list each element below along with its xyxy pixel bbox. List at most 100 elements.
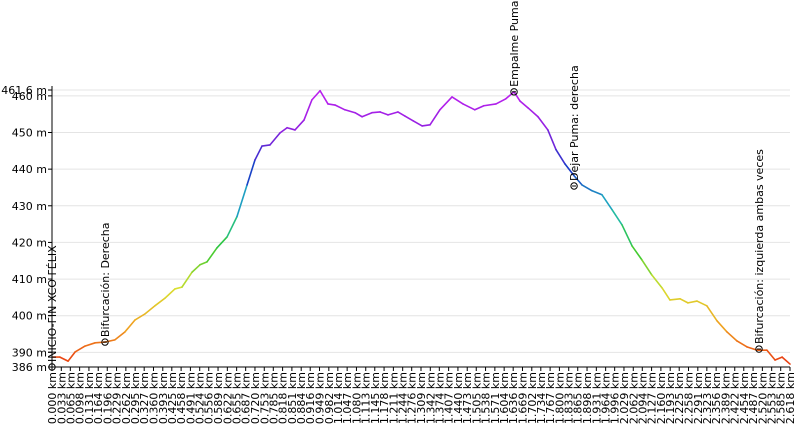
waypoint-label: Bifurcación: Derecha — [99, 223, 112, 338]
profile-segment — [261, 144, 271, 147]
profile-segment — [766, 349, 776, 361]
x-tick-label: 1.898 km — [581, 372, 594, 424]
profile-segment — [451, 96, 464, 105]
x-tick-label: 1.538 km — [480, 372, 493, 424]
x-tick-label: 2.389 km — [719, 372, 732, 424]
profile-segment — [774, 356, 783, 361]
x-tick-label: 1.636 km — [507, 372, 520, 424]
profile-segment — [303, 99, 313, 121]
x-tick-label: 0.000 km — [46, 372, 59, 424]
profile-segment — [397, 111, 406, 117]
profile-segment — [564, 163, 575, 177]
profile-segment — [371, 111, 381, 114]
x-tick-label: 2.193 km — [664, 372, 677, 424]
profile-segment — [412, 119, 423, 127]
y-tick-label: 440 m — [12, 163, 47, 176]
profile-segment — [495, 97, 507, 105]
profile-segment — [581, 184, 593, 192]
x-tick-label: 1.440 km — [452, 372, 465, 424]
y-tick-label: 420 m — [12, 236, 47, 249]
y-tick-label: 461.6 m — [1, 84, 47, 97]
x-tick-label: 0.393 km — [157, 372, 170, 424]
waypoint-marker — [48, 363, 56, 371]
x-tick-label: 2.454 km — [738, 372, 751, 424]
profile-segment — [621, 224, 633, 247]
x-tick-label: 0.491 km — [184, 372, 197, 424]
profile-segment — [379, 111, 389, 116]
profile-segment — [236, 184, 248, 218]
x-tick-label: 2.062 km — [627, 372, 640, 424]
x-tick-label: 2.127 km — [646, 372, 659, 424]
profile-segment — [59, 356, 69, 362]
x-tick-label: 0.753 km — [258, 372, 271, 424]
y-tick-label: 386 m — [12, 361, 47, 374]
profile-segment — [483, 103, 497, 107]
profile-segment — [319, 89, 329, 105]
x-tick-label: 2.291 km — [692, 372, 705, 424]
x-tick-label: 1.865 km — [572, 372, 585, 424]
x-tick-label: 2.029 km — [618, 372, 631, 424]
x-tick-label: 1.211 km — [387, 372, 400, 424]
x-tick-label: 0.425 km — [166, 372, 179, 424]
y-tick-label: 460 m — [12, 90, 47, 103]
x-tick-label: 1.800 km — [553, 372, 566, 424]
profile-segment — [429, 108, 441, 126]
x-tick-label: 0.327 km — [138, 372, 151, 424]
profile-segment — [226, 215, 238, 238]
x-tick-label: 0.720 km — [249, 372, 262, 424]
x-tick-label: 0.982 km — [323, 372, 336, 424]
profile-segment — [74, 345, 86, 353]
profile-segment — [67, 351, 76, 362]
profile-segment — [736, 340, 748, 348]
profile-segment — [474, 104, 485, 111]
x-tick-label: 2.585 km — [775, 372, 788, 424]
profile-segment — [294, 119, 305, 131]
x-tick-label: 0.131 km — [83, 372, 96, 424]
y-tick-label: 450 m — [12, 127, 47, 140]
x-tick-label: 1.505 km — [470, 372, 483, 424]
profile-segment — [181, 271, 193, 288]
profile-segment — [286, 126, 296, 131]
profile-segment — [84, 342, 96, 347]
x-tick-label: 2.487 km — [747, 372, 760, 424]
x-tick-label: 1.145 km — [369, 372, 382, 424]
profile-segment — [679, 298, 689, 304]
profile-segment — [687, 300, 698, 304]
x-tick-label: 1.996 km — [609, 372, 622, 424]
x-tick-label: 1.342 km — [424, 372, 437, 424]
profile-segment — [781, 356, 791, 365]
x-tick-label: 0.262 km — [120, 372, 133, 424]
x-tick-label: 1.276 km — [406, 372, 419, 424]
y-tick-label: 430 m — [12, 200, 47, 213]
profile-segment — [513, 91, 521, 102]
x-tick-label: 0.065 km — [64, 372, 77, 424]
profile-segment — [661, 287, 671, 301]
waypoint-label: Dejar Puma: derecha — [568, 65, 581, 181]
waypoint-marker — [101, 338, 109, 346]
x-tick-label: 0.589 km — [212, 372, 225, 424]
profile-segment — [537, 115, 549, 131]
profile-segment — [216, 236, 228, 249]
x-tick-label: 1.178 km — [378, 372, 391, 424]
profile-segment — [527, 107, 539, 118]
profile-segment — [706, 305, 718, 322]
waypoint-marker — [570, 182, 578, 190]
profile-segment — [269, 132, 281, 146]
y-tick-label: 400 m — [12, 310, 47, 323]
profile-segment — [651, 274, 663, 289]
profile-segment — [124, 319, 136, 333]
profile-segment — [547, 129, 557, 151]
x-tick-label: 1.767 km — [544, 372, 557, 424]
profile-segment — [199, 261, 208, 266]
waypoint-label: Empalme Puma — [508, 1, 521, 87]
x-tick-label: 0.884 km — [295, 372, 308, 424]
profile-segment — [573, 174, 583, 186]
profile-segment — [746, 346, 758, 351]
x-tick-label: 1.669 km — [516, 372, 529, 424]
x-tick-label: 2.323 km — [701, 372, 714, 424]
x-tick-label: 1.244 km — [397, 372, 410, 424]
x-tick-label: 1.047 km — [341, 372, 354, 424]
profile-segment — [361, 111, 373, 118]
x-tick-label: 2.553 km — [766, 372, 779, 424]
